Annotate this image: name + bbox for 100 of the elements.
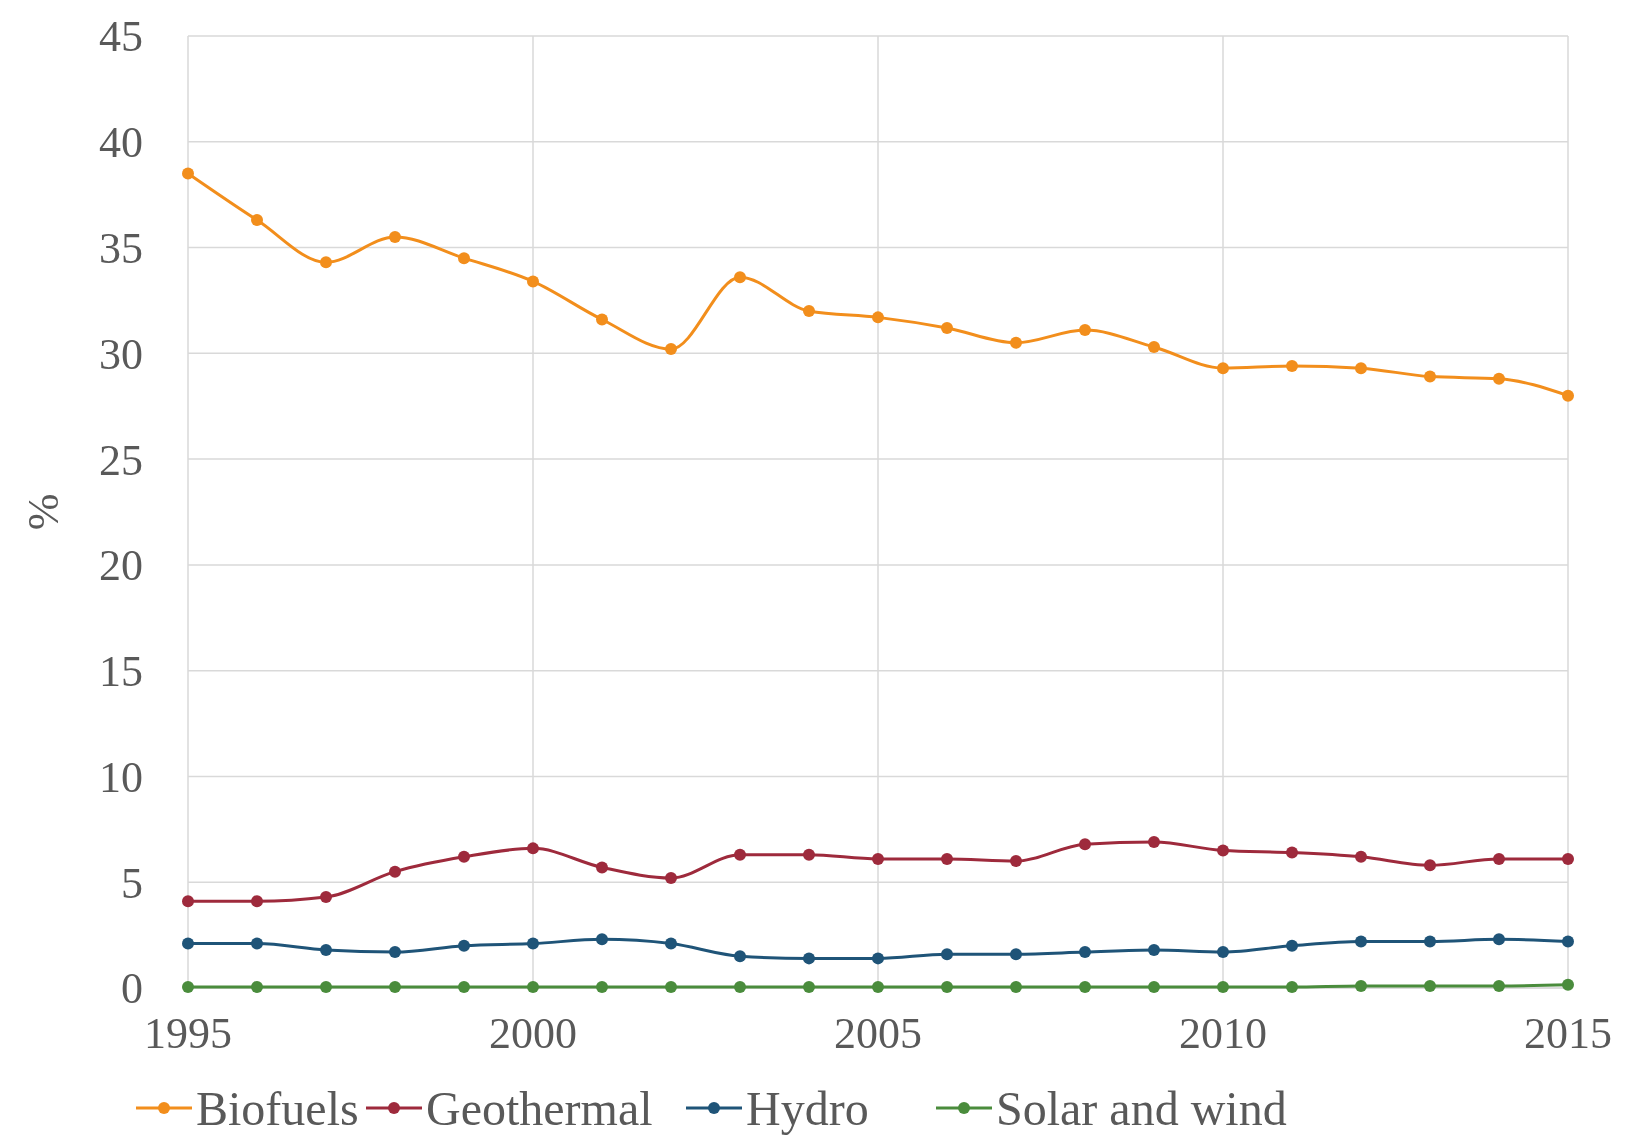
point xyxy=(389,865,401,878)
x-tick-label: 2005 xyxy=(834,1009,922,1058)
point xyxy=(1493,372,1505,385)
point xyxy=(734,950,746,963)
point xyxy=(1424,859,1436,872)
point xyxy=(320,943,332,956)
point xyxy=(1562,852,1574,865)
point xyxy=(1079,324,1091,337)
point xyxy=(1217,844,1229,857)
y-tick-label: 35 xyxy=(99,223,143,273)
point xyxy=(182,937,194,950)
point xyxy=(1010,948,1022,961)
point xyxy=(251,895,263,908)
y-tick-label: 15 xyxy=(99,647,143,697)
x-tick-label: 2000 xyxy=(489,1009,577,1058)
y-tick-label: 30 xyxy=(99,329,143,379)
point xyxy=(1562,978,1574,991)
y-tick-label: 10 xyxy=(99,752,143,802)
point xyxy=(872,952,884,965)
point xyxy=(182,980,194,993)
point xyxy=(1493,979,1505,992)
point xyxy=(1286,980,1298,993)
point xyxy=(596,980,608,993)
point xyxy=(1079,980,1091,993)
point xyxy=(527,842,539,855)
point xyxy=(1079,838,1091,851)
point xyxy=(803,980,815,993)
point xyxy=(1148,340,1160,353)
point xyxy=(182,895,194,908)
point xyxy=(458,252,470,265)
point xyxy=(941,321,953,334)
legend-label: Hydro xyxy=(746,1081,869,1135)
y-tick-label: 25 xyxy=(99,435,143,485)
point xyxy=(1286,846,1298,859)
point xyxy=(734,271,746,284)
point xyxy=(1355,362,1367,375)
point xyxy=(527,275,539,288)
point xyxy=(1286,360,1298,373)
point xyxy=(803,305,815,318)
point xyxy=(1424,370,1436,383)
point xyxy=(1010,980,1022,993)
point xyxy=(1424,935,1436,948)
point xyxy=(320,256,332,269)
y-tick-label: 45 xyxy=(99,12,143,62)
legend-label: Geothermal xyxy=(426,1081,653,1135)
legend-label: Solar and wind xyxy=(996,1081,1287,1135)
point xyxy=(1286,939,1298,952)
point xyxy=(665,980,677,993)
point xyxy=(1217,946,1229,959)
point xyxy=(527,937,539,950)
point xyxy=(1148,836,1160,849)
point xyxy=(872,311,884,324)
point xyxy=(1493,933,1505,946)
point xyxy=(458,850,470,863)
point xyxy=(941,980,953,993)
point xyxy=(320,891,332,904)
point xyxy=(803,848,815,861)
point xyxy=(251,980,263,993)
point xyxy=(803,952,815,965)
legend-label: Biofuels xyxy=(196,1081,359,1135)
point xyxy=(734,848,746,861)
point xyxy=(1010,855,1022,868)
x-tick-label: 1995 xyxy=(144,1009,232,1058)
point xyxy=(1355,935,1367,948)
point xyxy=(389,946,401,959)
point xyxy=(665,343,677,356)
point xyxy=(1562,935,1574,948)
point xyxy=(1355,850,1367,863)
point xyxy=(665,871,677,884)
point xyxy=(251,937,263,950)
point xyxy=(941,852,953,865)
point xyxy=(665,937,677,950)
point xyxy=(872,852,884,865)
y-axis-title: % xyxy=(19,493,68,531)
point xyxy=(1493,852,1505,865)
point xyxy=(872,980,884,993)
y-tick-label: 0 xyxy=(121,964,143,1014)
point xyxy=(527,980,539,993)
point xyxy=(389,980,401,993)
point xyxy=(1217,980,1229,993)
point xyxy=(1148,980,1160,993)
point xyxy=(458,980,470,993)
point xyxy=(1217,362,1229,375)
point xyxy=(320,980,332,993)
point xyxy=(1079,946,1091,959)
point xyxy=(596,933,608,946)
point xyxy=(734,980,746,993)
point xyxy=(1562,389,1574,402)
x-tick-label: 2015 xyxy=(1524,1009,1612,1058)
point xyxy=(596,313,608,326)
point xyxy=(1355,979,1367,992)
x-tick-label: 2010 xyxy=(1179,1009,1267,1058)
point xyxy=(458,939,470,952)
y-tick-label: 40 xyxy=(99,118,143,168)
point xyxy=(596,861,608,874)
y-tick-label: 5 xyxy=(121,858,143,908)
y-tick-label: 20 xyxy=(99,541,143,591)
point xyxy=(941,948,953,961)
point xyxy=(182,167,194,180)
point xyxy=(389,230,401,243)
